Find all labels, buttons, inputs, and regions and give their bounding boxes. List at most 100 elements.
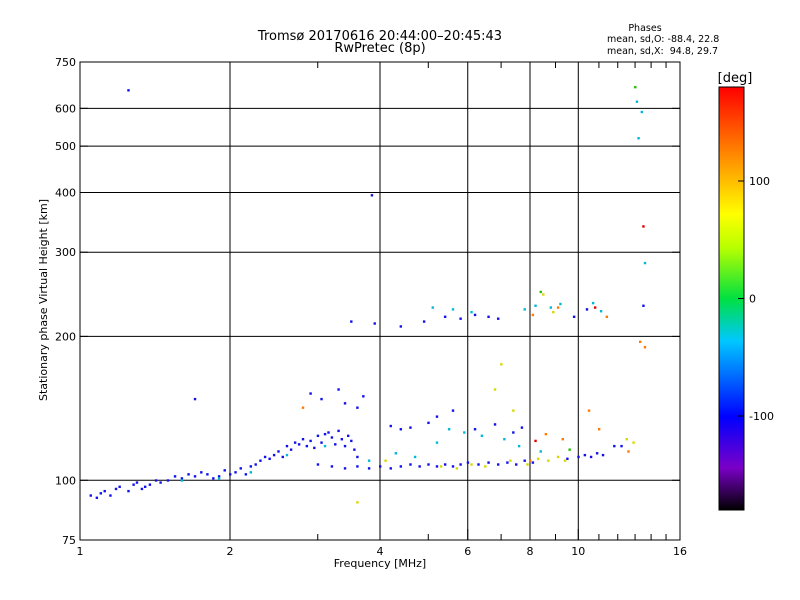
x-tick-label: 4 — [377, 545, 384, 558]
data-point — [591, 301, 595, 305]
data-point — [316, 434, 320, 438]
data-point — [503, 437, 506, 441]
data-point — [625, 437, 628, 441]
data-point — [601, 453, 605, 457]
data-point — [217, 475, 221, 478]
x-tick-label: 8 — [527, 545, 534, 558]
data-point — [642, 225, 645, 228]
data-point — [427, 463, 430, 466]
data-point — [593, 306, 597, 309]
data-point — [356, 406, 359, 409]
data-point — [309, 439, 312, 443]
data-point — [435, 441, 439, 444]
phase-stats-x: mean, sd,X: 94.8, 29.7 — [607, 46, 718, 57]
colorbar-tick-label: -100 — [749, 410, 774, 423]
colorbar-tick-label: 100 — [749, 175, 770, 188]
data-point — [459, 317, 462, 320]
x-tick-label: 1 — [77, 545, 84, 558]
data-point — [340, 437, 344, 441]
data-point — [394, 452, 398, 455]
data-point — [597, 428, 601, 431]
data-point — [293, 441, 297, 444]
data-point — [531, 313, 535, 317]
y-tick-label: 500 — [55, 140, 76, 153]
x-tick-label: 2 — [227, 545, 234, 558]
y-tick-label: 750 — [55, 56, 76, 69]
data-point — [389, 467, 392, 470]
data-point — [493, 423, 497, 426]
data-point — [313, 446, 316, 450]
y-tick-label: 600 — [55, 102, 76, 115]
data-point — [447, 428, 451, 431]
data-point — [337, 388, 340, 391]
data-point — [431, 306, 434, 309]
x-axis-label: Frequency [MHz] — [334, 557, 426, 570]
data-point — [549, 306, 553, 309]
data-point — [640, 110, 644, 114]
data-point — [568, 448, 571, 451]
data-point — [297, 443, 301, 446]
data-point — [473, 313, 477, 317]
x-tick-label: 16 — [673, 545, 687, 558]
data-point — [470, 463, 473, 466]
data-point — [487, 315, 490, 319]
data-point — [413, 455, 417, 459]
data-point — [166, 479, 170, 482]
data-point — [223, 469, 226, 472]
data-point — [254, 463, 257, 466]
data-point — [487, 461, 490, 464]
data-point — [362, 395, 365, 398]
data-point — [285, 453, 289, 457]
data-point — [542, 293, 545, 296]
data-point — [330, 436, 334, 439]
data-point — [515, 463, 518, 466]
data-point — [249, 465, 253, 468]
data-point — [620, 444, 623, 448]
data-point — [451, 465, 455, 468]
data-point — [539, 450, 542, 453]
data-point — [346, 434, 350, 438]
data-point — [634, 85, 637, 89]
data-point — [343, 444, 347, 448]
data-point — [370, 194, 374, 197]
data-point — [289, 448, 293, 451]
data-point — [285, 444, 289, 448]
data-point — [281, 455, 284, 459]
data-point — [305, 444, 309, 448]
data-point — [463, 431, 466, 434]
data-point — [439, 465, 443, 468]
data-point — [561, 437, 564, 441]
data-point — [534, 304, 537, 307]
data-point — [572, 315, 576, 319]
data-point — [187, 473, 190, 476]
data-point — [577, 455, 580, 459]
data-point — [200, 471, 203, 474]
data-point — [367, 467, 371, 470]
data-point — [477, 463, 480, 466]
y-tick-label: 75 — [62, 534, 76, 547]
data-point — [556, 455, 560, 459]
phase-stats-heading: Phases — [628, 23, 661, 34]
y-tick-label: 200 — [55, 330, 76, 343]
data-point — [353, 448, 356, 451]
data-point — [154, 479, 158, 482]
x-tick-label: 6 — [464, 545, 471, 558]
data-point — [259, 459, 262, 462]
data-point — [523, 459, 526, 462]
data-point — [556, 306, 560, 309]
data-point — [563, 459, 567, 462]
data-point — [356, 501, 359, 504]
data-point — [559, 302, 562, 306]
data-point — [343, 467, 347, 470]
data-point — [143, 485, 147, 489]
colorbar-tick-label: 0 — [749, 293, 756, 306]
data-point — [320, 441, 323, 444]
data-point — [418, 465, 421, 468]
data-point — [435, 415, 439, 418]
data-point — [613, 444, 616, 448]
data-point — [599, 310, 603, 313]
phase-stats-o: mean, sd,O: -88.4, 22.8 — [607, 34, 719, 45]
data-point — [337, 429, 340, 433]
data-point — [466, 461, 470, 464]
data-point — [544, 432, 548, 436]
